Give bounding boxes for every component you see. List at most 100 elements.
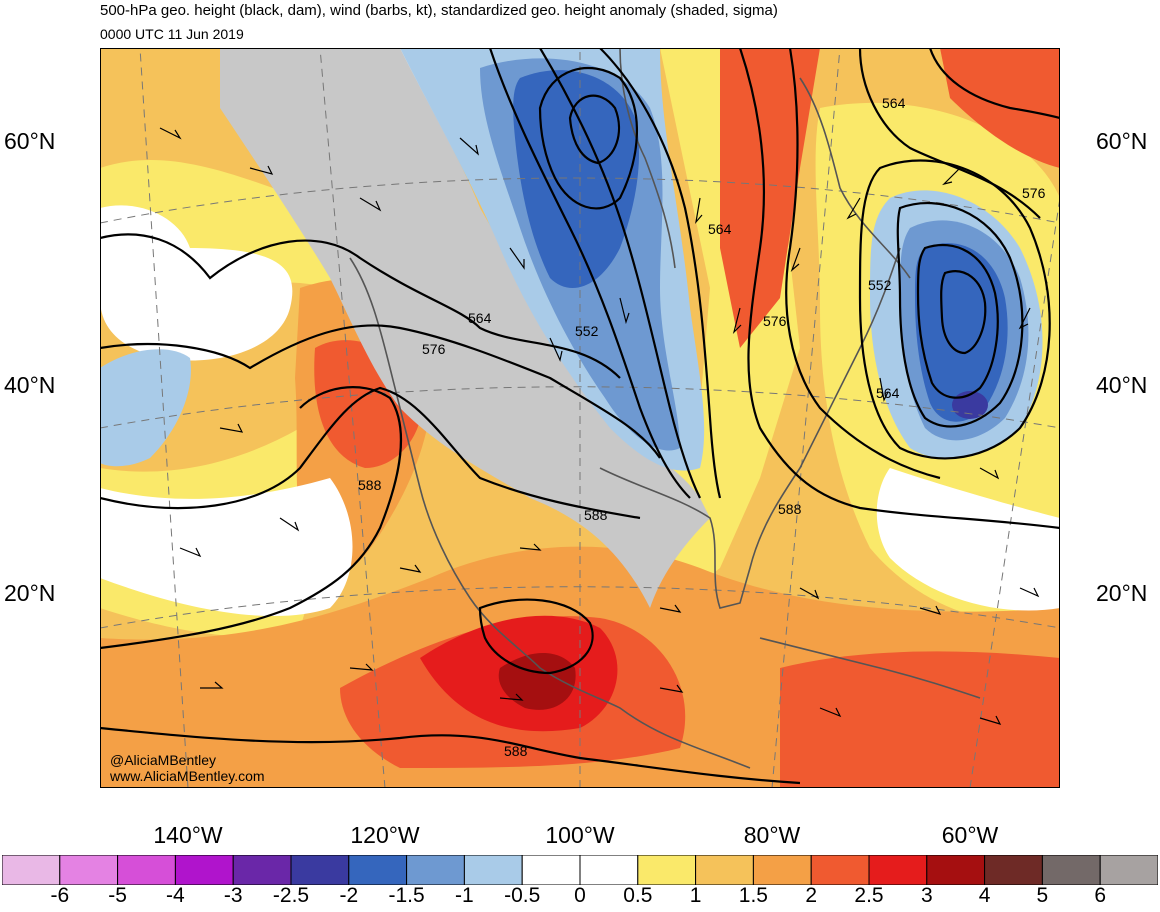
contour-label: 588 bbox=[584, 507, 608, 523]
colorbar-tick-label: 0.5 bbox=[623, 884, 653, 907]
colorbar-swatch bbox=[637, 855, 697, 885]
colorbar-tick-label: -0.5 bbox=[504, 884, 541, 907]
contour-ne-1 bbox=[858, 48, 1041, 219]
contour-label: 552 bbox=[575, 323, 599, 339]
lat-label-20n-right: 20°N bbox=[1096, 580, 1148, 606]
colorbar-tick-label: 4 bbox=[978, 884, 991, 907]
lon-label-60w: 60°W bbox=[941, 822, 999, 848]
lat-label-60n-left: 60°N bbox=[4, 128, 56, 154]
graticule bbox=[100, 48, 1060, 788]
colorbar-tick-label: 5 bbox=[1036, 884, 1049, 907]
colorbar-tick-label: -6 bbox=[50, 884, 70, 907]
contour-trough-2 bbox=[539, 48, 701, 499]
contour-labels: 564 564 552 576 576 564 552 564 576 588 … bbox=[358, 95, 1046, 759]
shade-white-atlantic bbox=[876, 468, 1060, 611]
colorbar-tick-label: -5 bbox=[108, 884, 127, 907]
colorbar-tick-label: -1 bbox=[455, 884, 474, 907]
wind-barbs bbox=[159, 127, 1040, 725]
contour-east-2 bbox=[785, 48, 941, 480]
colorbar-swatch bbox=[810, 855, 870, 885]
colorbar-swatch bbox=[926, 855, 986, 885]
coastlines bbox=[349, 48, 981, 769]
colorbar-swatch bbox=[290, 855, 350, 885]
colorbar-swatch bbox=[868, 855, 928, 885]
colorbar-tick-label: 1.5 bbox=[738, 884, 768, 907]
colorbar-swatch bbox=[2, 855, 61, 885]
colorbar-swatch bbox=[59, 855, 119, 885]
contour-label: 588 bbox=[358, 477, 382, 493]
contour-label: 588 bbox=[504, 743, 528, 759]
lat-label-40n-right: 40°N bbox=[1096, 372, 1148, 398]
contour-576-west bbox=[100, 324, 661, 459]
colorbar-tick-label: 6 bbox=[1094, 884, 1107, 907]
colorbar-tick-label: 0 bbox=[574, 884, 586, 907]
shade-white-pacific-south bbox=[100, 478, 353, 617]
lon-label-80w: 80°W bbox=[743, 822, 801, 848]
colorbar-swatch bbox=[406, 855, 465, 885]
contour-east-1 bbox=[738, 48, 1060, 530]
contour-label: 564 bbox=[876, 385, 900, 401]
credit-site: www.AliciaMBentley.com bbox=[110, 768, 265, 784]
contour-588-south bbox=[100, 726, 801, 785]
shade-neg-pacific bbox=[100, 349, 191, 467]
colorbar-swatch bbox=[521, 855, 581, 885]
colorbar-tick-label: 2.5 bbox=[854, 884, 884, 907]
contour-low-west-inner bbox=[568, 94, 620, 165]
colorbar-tick-label: -4 bbox=[166, 884, 185, 907]
contour-564-west bbox=[100, 233, 621, 379]
contour-trough-1 bbox=[488, 48, 691, 499]
shade-neg-strong-east bbox=[915, 243, 1008, 422]
contour-588-west bbox=[100, 386, 641, 520]
contour-label: 588 bbox=[778, 501, 802, 517]
map-title: 500-hPa geo. height (black, dam), wind (… bbox=[100, 2, 778, 19]
colorbar bbox=[2, 855, 1158, 885]
height-contours bbox=[100, 48, 1060, 785]
lon-label-120w: 120°W bbox=[350, 822, 420, 848]
colorbar-tick-label: 3 bbox=[920, 884, 933, 907]
colorbar-tick-label: -1.5 bbox=[388, 884, 425, 907]
colorbar-swatch bbox=[984, 855, 1043, 885]
contour-label: 564 bbox=[708, 221, 732, 237]
contour-label: 576 bbox=[422, 341, 446, 357]
colorbar-swatch bbox=[117, 855, 176, 885]
contour-label: 552 bbox=[868, 277, 892, 293]
colorbar-swatch bbox=[579, 855, 639, 885]
colorbar-swatch bbox=[232, 855, 292, 885]
shade-white-pacific bbox=[100, 205, 293, 361]
contour-low-west bbox=[538, 66, 638, 210]
contour-low-east-4 bbox=[940, 270, 987, 355]
contour-low-east-2 bbox=[896, 201, 1024, 428]
colorbar-swatch bbox=[174, 855, 234, 885]
colorbar-swatch bbox=[695, 855, 754, 885]
lat-label-40n-left: 40°N bbox=[4, 372, 56, 398]
colorbar-swatch bbox=[463, 855, 523, 885]
contour-trough-3 bbox=[599, 48, 722, 499]
colorbar-tick-label: 1 bbox=[689, 884, 702, 907]
colorbar-tick-label: -2 bbox=[339, 884, 359, 907]
colorbar-swatch bbox=[752, 855, 812, 885]
contour-label: 564 bbox=[468, 310, 492, 326]
contour-mexico-high bbox=[478, 598, 594, 675]
map-valid-time: 0000 UTC 11 Jun 2019 bbox=[100, 26, 244, 42]
contour-label: 576 bbox=[763, 313, 787, 329]
colorbar-swatch bbox=[1041, 855, 1101, 885]
contour-low-east-3 bbox=[916, 243, 999, 399]
shade-orange-ne bbox=[940, 48, 1060, 168]
lon-label-140w: 140°W bbox=[153, 822, 223, 848]
colorbar-tick-label: 2 bbox=[805, 884, 818, 907]
contour-low-east-1 bbox=[858, 159, 1051, 460]
shade-orange-east-ridge bbox=[720, 48, 820, 348]
lon-label-100w: 100°W bbox=[545, 822, 615, 848]
contour-ne-2 bbox=[928, 48, 1060, 120]
colorbar-swatch bbox=[348, 855, 408, 885]
credit-handle: @AliciaMBentley bbox=[110, 752, 217, 768]
contour-588-ridge bbox=[100, 386, 402, 650]
shade-orange-se bbox=[780, 651, 1060, 788]
shade-neg-strong-west bbox=[513, 70, 640, 288]
lat-label-20n-left: 20°N bbox=[4, 580, 56, 606]
contour-label: 564 bbox=[882, 95, 906, 111]
contour-label: 576 bbox=[1022, 185, 1046, 201]
colorbar-tick-label: -3 bbox=[223, 884, 243, 907]
anomaly-map: 564 564 552 576 576 564 552 564 576 588 … bbox=[100, 48, 1060, 788]
colorbar-swatch bbox=[1099, 855, 1158, 885]
